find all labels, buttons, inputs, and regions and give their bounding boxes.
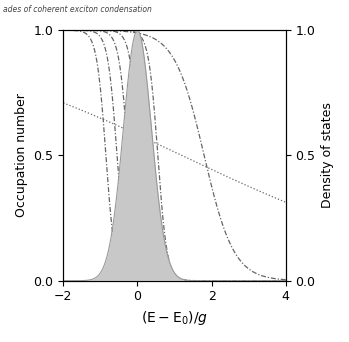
- Y-axis label: Density of states: Density of states: [321, 103, 334, 208]
- Y-axis label: Occupation number: Occupation number: [15, 94, 28, 218]
- Text: ades of coherent exciton condensation: ades of coherent exciton condensation: [3, 5, 153, 14]
- X-axis label: $(\mathrm{E}-\mathrm{E}_0)/g$: $(\mathrm{E}-\mathrm{E}_0)/g$: [141, 309, 208, 327]
